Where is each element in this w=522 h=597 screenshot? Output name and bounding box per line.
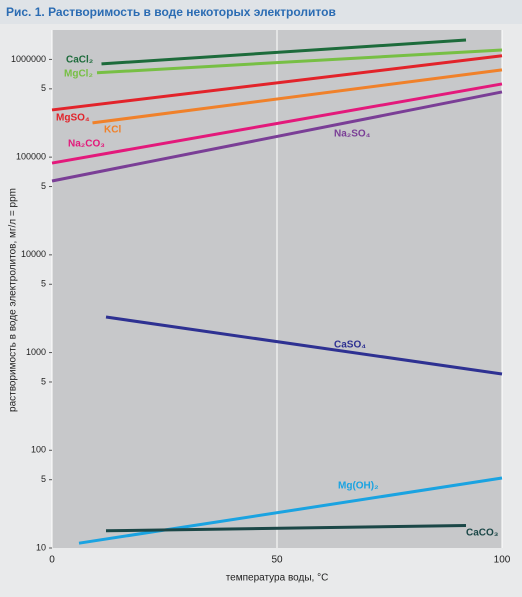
- y-tick-label: 5: [41, 83, 46, 93]
- y-tick-label: 5: [41, 181, 46, 191]
- series-label: CaCO₃: [466, 528, 499, 539]
- series-line: [78, 476, 503, 545]
- series-label: MgCl₂: [64, 69, 93, 80]
- series-line: [51, 90, 503, 183]
- series-line: [101, 38, 467, 66]
- series-label: CaCl₂: [66, 55, 93, 66]
- y-tick-label: 1000: [26, 347, 46, 357]
- x-tick-label: 50: [271, 555, 283, 566]
- x-axis-label: температура воды, °C: [226, 573, 329, 584]
- x-tick-label: 0: [49, 555, 55, 566]
- series-line: [51, 82, 503, 165]
- y-tick-label: 100000: [16, 152, 46, 162]
- chart-title: Рис. 1. Растворимость в воде некоторых э…: [6, 5, 336, 19]
- y-tick-label: 5: [41, 279, 46, 289]
- title-bar: [0, 0, 522, 24]
- series-line: [96, 48, 503, 75]
- y-tick-label: 5: [41, 376, 46, 386]
- y-tick-label: 10000: [21, 249, 46, 259]
- series-label: Mg(OH)₂: [338, 481, 379, 492]
- series-label: Na₂SO₄: [334, 129, 371, 140]
- series-line: [105, 523, 467, 533]
- series-line: [105, 315, 503, 376]
- series-line: [92, 68, 503, 125]
- series-label: KCl: [104, 125, 121, 136]
- x-tick-label: 100: [494, 555, 511, 566]
- series-line: [51, 54, 503, 112]
- y-tick-label: 10: [36, 542, 46, 552]
- series-label: MgSO₄: [56, 113, 90, 124]
- series-label: CaSO₄: [334, 340, 366, 351]
- y-tick-label: 100: [31, 445, 46, 455]
- series-label: Na₂CO₃: [68, 139, 105, 150]
- y-tick-label: 5: [41, 474, 46, 484]
- y-tick-label: 1000000: [11, 54, 46, 64]
- y-axis-label: растворимость в воде электролитов, мг/л …: [8, 188, 19, 412]
